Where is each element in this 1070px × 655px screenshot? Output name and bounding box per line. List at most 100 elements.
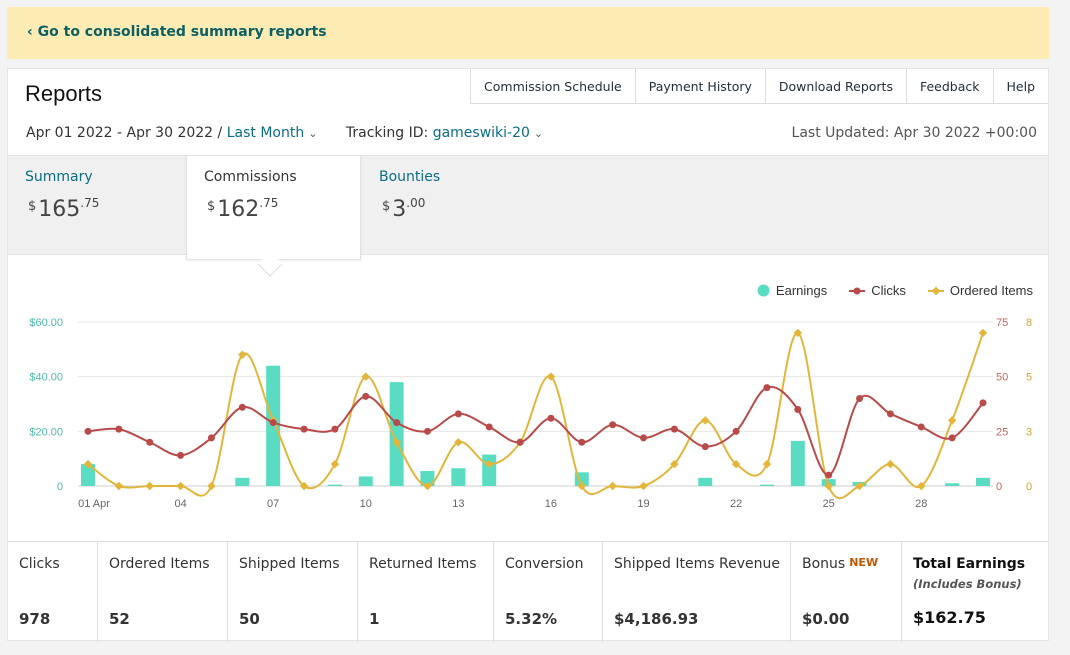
clicks-point [948, 434, 956, 442]
ordered-items-point [484, 459, 494, 469]
stat-conversion: Conversion 5.32% [494, 542, 603, 642]
earnings-bar [790, 440, 805, 486]
earnings-bar [759, 484, 774, 486]
summary-amount: $165.75 [28, 196, 100, 222]
tracking-id-select[interactable]: gameswiki-20 [432, 125, 530, 141]
payment-history-link[interactable]: Payment History [636, 69, 766, 104]
stat-clicks: Clicks 978 [8, 542, 98, 642]
x-axis-tick: 28 [915, 498, 927, 510]
new-badge: NEW [849, 556, 879, 569]
period-select[interactable]: Last Month [226, 125, 305, 141]
report-tabs: Summary $165.75 Commissions $162.75 Boun… [8, 155, 1048, 260]
help-link[interactable]: Help [1006, 79, 1036, 94]
earnings-bar [81, 464, 95, 486]
x-axis-tick: 25 [823, 498, 835, 510]
clicks-point [856, 395, 864, 403]
tab-commissions[interactable]: Commissions $162.75 [186, 156, 361, 260]
x-axis-tick: 07 [267, 498, 279, 510]
ordered-items-point [361, 372, 371, 381]
earnings-chart-svg: 0 $20.00 $40.00 $60.00 0 25 50 75 0 3 5 8 01 Apr 04 07… [29, 317, 1032, 510]
tab-bounties[interactable]: Bounties $3.00 [362, 156, 522, 256]
clicks-point [794, 405, 802, 413]
clicks-point [763, 384, 771, 392]
ordered-items-point [83, 459, 93, 469]
clicks-point [701, 443, 709, 451]
stats-row: Clicks 978 Ordered Items 52 Shipped Items 5… [8, 541, 1048, 642]
clicks-point [177, 451, 185, 459]
date-range: Apr 01 2022 - Apr 30 2022 / [26, 125, 223, 141]
clicks-point [640, 434, 648, 442]
legend-clicks[interactable]: Clicks [849, 283, 906, 298]
left-axis-tick: 0 [57, 481, 63, 493]
tab-bounties-label: Bounties [379, 169, 441, 185]
feedback-link[interactable]: Feedback [907, 69, 994, 104]
consolidated-reports-link[interactable]: ‹ Go to consolidated summary reports [27, 24, 327, 40]
ordered-items-point [608, 481, 617, 491]
ordered-items-point [207, 481, 216, 491]
clicks-point [917, 423, 925, 431]
ordered-items-point [423, 481, 432, 491]
ordered-items-line [87, 331, 984, 500]
clicks-point [393, 419, 401, 427]
bounties-amount: $3.00 [382, 196, 426, 222]
legend-earnings[interactable]: Earnings [757, 283, 827, 298]
earnings-bar [451, 468, 466, 486]
x-axis-tick: 22 [730, 498, 742, 510]
ordered-items-point [917, 481, 926, 491]
last-updated: Last Updated: Apr 30 2022 +00:00 [791, 125, 1037, 141]
x-axis-tick: 04 [174, 498, 186, 510]
clicks-point [609, 421, 617, 429]
ordered-items-point [176, 481, 185, 491]
commissions-amount: $162.75 [207, 196, 279, 222]
ordered-items-point [577, 481, 587, 491]
left-axis-tick: $20.00 [29, 426, 63, 438]
clicks-point [516, 438, 524, 446]
ordered-items-point [454, 438, 463, 447]
ordered-items-point [238, 350, 247, 360]
ordered-items-point [855, 481, 864, 491]
stat-bonus: Bonus NEW $0.00 [791, 542, 902, 642]
right-axis-clicks-tick: 0 [996, 481, 1002, 493]
ordered-items-point [700, 416, 710, 425]
clicks-point [423, 427, 431, 435]
legend-ordered-items[interactable]: Ordered Items [927, 283, 1033, 298]
clicks-point [300, 425, 308, 433]
right-axis-items-tick: 0 [1026, 481, 1032, 493]
chevron-down-icon[interactable]: ⌄ [533, 127, 544, 140]
earnings-bar [420, 470, 435, 486]
ordered-items-point [762, 459, 772, 469]
earnings-bar [698, 477, 713, 486]
reports-top-nav: Commission Schedule Payment History Down… [470, 69, 1048, 104]
ordered-items-point [299, 481, 309, 491]
chevron-down-icon[interactable]: ⌄ [308, 127, 318, 140]
earnings-legend-icon [757, 284, 770, 297]
stat-ordered-items: Ordered Items 52 [98, 542, 228, 642]
reports-card: Reports Commission Schedule Payment Hist… [7, 68, 1049, 642]
clicks-point [84, 427, 92, 435]
stat-shipped-revenue: Shipped Items Revenue $4,186.93 [603, 542, 791, 642]
chart-legend: Earnings Clicks Ordered Items [757, 283, 1033, 298]
clicks-point [454, 410, 462, 418]
x-axis-tick: 13 [452, 498, 464, 510]
earnings-bar [945, 483, 960, 486]
clicks-point [331, 425, 339, 433]
right-axis-items-tick: 3 [1026, 426, 1032, 438]
earnings-chart: 0 $20.00 $40.00 $60.00 0 25 50 75 0 3 5 8 01 Apr 04 07… [8, 259, 1048, 539]
x-axis-tick: 19 [637, 498, 649, 510]
ordered-items-point [330, 459, 340, 469]
clicks-point [732, 427, 740, 435]
tab-summary[interactable]: Summary $165.75 [8, 156, 186, 256]
commission-schedule-link[interactable]: Commission Schedule [471, 69, 636, 104]
ordered-items-point [639, 481, 648, 491]
notice-banner: ‹ Go to consolidated summary reports [7, 7, 1049, 59]
clicks-point [362, 392, 370, 400]
clicks-point [485, 423, 493, 431]
earnings-bar [482, 454, 497, 486]
right-axis-clicks-tick: 25 [996, 426, 1008, 438]
clicks-point [238, 403, 246, 411]
ordered-items-point [145, 481, 154, 491]
left-axis-tick: $40.00 [29, 372, 63, 384]
clicks-point [979, 399, 987, 407]
download-reports-link[interactable]: Download Reports [766, 69, 907, 104]
tab-summary-label: Summary [25, 169, 93, 185]
